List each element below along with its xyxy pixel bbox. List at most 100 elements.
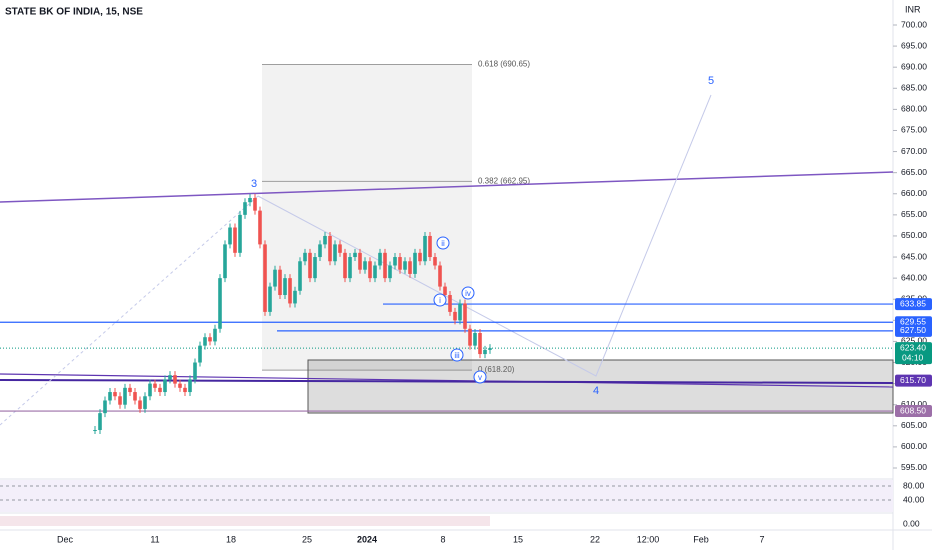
demand-zone: [307, 359, 894, 414]
time-label: 7: [759, 534, 764, 544]
price-tag: [895, 342, 932, 365]
wave-label: i: [439, 296, 441, 305]
candle: [98, 413, 102, 431]
price-tick-label: 610.00: [901, 399, 927, 409]
wave-circle: [433, 293, 447, 307]
candle: [203, 337, 207, 346]
candle: [413, 252, 417, 274]
candle: [353, 252, 357, 258]
price-tick-label: 645.00: [901, 251, 927, 261]
candle: [148, 383, 152, 397]
candle: [223, 244, 227, 279]
candle: [418, 252, 422, 262]
wave-circle: [436, 236, 450, 250]
candle: [433, 257, 437, 266]
candle: [463, 303, 467, 329]
rsi-panel: [0, 480, 893, 512]
candle: [438, 265, 442, 287]
candle: [208, 337, 212, 342]
rsi-tick-label: 80.00: [903, 480, 925, 490]
candle: [218, 278, 222, 329]
price-tag: [895, 405, 932, 418]
candle: [143, 396, 147, 409]
candle: [488, 348, 492, 350]
wave-label: 4: [593, 385, 599, 397]
candle: [93, 430, 97, 432]
price-tick-label: 605.00: [901, 420, 927, 430]
candle: [448, 295, 452, 312]
price-tick-label: 595.00: [901, 462, 927, 472]
price-tick-label: 650.00: [901, 230, 927, 240]
price-tag-label: 633.85: [900, 298, 926, 308]
candle: [263, 244, 267, 312]
candle: [393, 257, 397, 266]
candle: [308, 252, 312, 279]
wave-label: v: [478, 373, 482, 382]
fib-label: 0.618 (690.65): [478, 60, 530, 69]
candle: [408, 261, 412, 274]
candle: [158, 387, 162, 393]
time-label: Dec: [57, 534, 74, 544]
candle: [303, 252, 307, 262]
price-tick-label: 600.00: [901, 441, 927, 451]
candle: [268, 286, 272, 312]
candle: [333, 244, 337, 262]
candle: [233, 227, 237, 253]
price-tag-label: 608.50: [900, 405, 926, 415]
candle: [128, 387, 132, 393]
candle: [443, 286, 447, 296]
candle: [283, 278, 287, 296]
time-label: 11: [150, 534, 159, 544]
candle: [288, 278, 292, 304]
time-label: 25: [302, 534, 312, 544]
candle: [153, 383, 157, 388]
candle: [193, 362, 197, 380]
time-label: 15: [513, 534, 523, 544]
price-tick-label: 655.00: [901, 209, 927, 219]
price-tick-label: 625.00: [901, 336, 927, 346]
wave-circle: [473, 370, 487, 384]
candle: [138, 400, 142, 409]
candle: [378, 252, 382, 266]
candle: [113, 392, 117, 397]
candle: [238, 214, 242, 253]
candle: [338, 244, 342, 253]
candle: [213, 328, 217, 342]
candle: [428, 235, 432, 258]
candle: [163, 379, 167, 393]
wave-circle: [450, 348, 464, 362]
candle: [173, 375, 177, 384]
candle: [388, 265, 392, 279]
price-tick-label: 675.00: [901, 125, 927, 135]
candle: [253, 197, 257, 211]
price-tick-label: 680.00: [901, 104, 927, 114]
price-tick-label: 660.00: [901, 188, 927, 198]
time-label: 8: [440, 534, 445, 544]
candle: [343, 252, 347, 279]
candle: [243, 202, 247, 215]
price-tick-label: 700.00: [901, 19, 927, 29]
candle: [398, 257, 402, 270]
time-label: 2024: [357, 534, 377, 544]
wave-label: iv: [465, 289, 471, 298]
volume-tick-label: 0.00: [903, 518, 920, 528]
fib-label: 0 (618.20): [478, 365, 515, 374]
candle: [258, 210, 262, 245]
candle: [323, 235, 327, 245]
price-tick-label: 670.00: [901, 146, 927, 156]
candle: [123, 387, 127, 405]
candle: [273, 269, 277, 287]
price-tag: [895, 298, 932, 311]
wave-label: 3: [251, 178, 257, 190]
candle: [458, 303, 462, 321]
candle: [483, 349, 487, 355]
time-label: Feb: [693, 534, 709, 544]
candle: [473, 332, 477, 346]
candle: [298, 261, 302, 291]
candle: [423, 235, 427, 262]
candle: [228, 227, 232, 245]
symbol-title: STATE BK OF INDIA, 15, NSE: [5, 7, 143, 18]
candle: [368, 261, 372, 279]
fib-label: 0.382 (662.95): [478, 176, 530, 185]
currency: INR: [905, 4, 921, 14]
